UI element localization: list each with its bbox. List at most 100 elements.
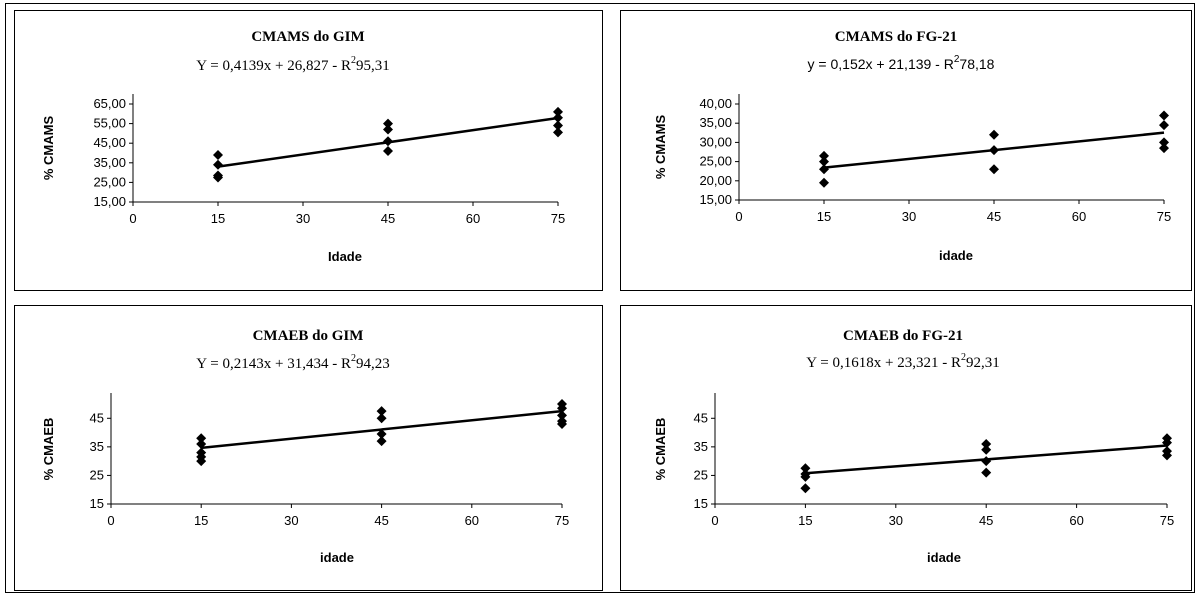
x-tick-label: 60 (466, 211, 480, 226)
x-tick-label: 0 (129, 211, 136, 226)
data-point (819, 164, 829, 175)
x-tick-label: 75 (1160, 513, 1174, 528)
x-tick-label: 0 (107, 513, 114, 528)
r-squared-value: 95,31 (356, 58, 390, 74)
y-tick-label: 25,00 (93, 174, 126, 189)
y-tick-label: 15 (694, 496, 708, 511)
data-point (376, 413, 387, 424)
y-tick-label: 15,00 (699, 192, 732, 207)
data-point (800, 483, 811, 494)
plot-area (738, 94, 1164, 201)
outer-frame (5, 3, 1195, 593)
data-point (553, 127, 563, 138)
x-tick-label: 45 (979, 513, 993, 528)
x-tick-label: 60 (1072, 209, 1086, 224)
data-points (800, 433, 1172, 494)
y-ticks: 15 25 35 45 (694, 410, 715, 511)
plot-area (110, 393, 562, 505)
data-point (800, 463, 811, 474)
y-ticks: 15,00 25,00 35,00 45,00 55,00 65,00 (93, 96, 133, 209)
y-tick-label: 15,00 (93, 194, 126, 209)
y-tick-label: 65,00 (93, 96, 126, 111)
data-point (1162, 450, 1172, 461)
data-point (383, 136, 393, 147)
x-ticks: 0 15 30 45 60 75 (107, 504, 569, 528)
y-tick-label: 25 (694, 467, 708, 482)
chart-panel-cmaeb-gim: CMAEB do GIM Y = 0,2143x + 31,434 - R294… (14, 305, 603, 591)
x-tick-label: 45 (381, 211, 395, 226)
chart-title: CMAEB do GIM (253, 328, 364, 344)
y-axis-label: % CMAMS (653, 115, 668, 180)
data-point (213, 159, 223, 170)
trend-equation: Y = 0,1618x + 23,321 - R292,31 (806, 352, 999, 371)
data-point (196, 433, 207, 444)
x-tick-label: 45 (374, 513, 388, 528)
y-tick-label: 15 (90, 496, 104, 511)
data-point (1159, 120, 1169, 131)
equation-text: Y = 0,1618x + 23,321 - R (806, 355, 961, 371)
data-point (383, 124, 393, 135)
x-ticks: 0 15 30 45 60 75 (711, 504, 1174, 528)
chart-title: CMAMS do GIM (251, 29, 364, 45)
plot-area (714, 393, 1167, 505)
r-squared-value: 94,23 (356, 356, 390, 372)
x-tick-label: 75 (1157, 209, 1171, 224)
x-tick-label: 60 (1069, 513, 1083, 528)
data-point (557, 410, 567, 421)
chart-cmams-gim: CMAMS do GIM Y = 0,4139x + 26,827 - R295… (41, 29, 565, 264)
data-point (376, 406, 387, 417)
y-axis-label: % CMAEB (653, 418, 668, 481)
data-point (819, 150, 829, 161)
equation-text: Y = 0,4139x + 26,827 - R (196, 58, 351, 74)
r-squared-superscript: 2 (351, 353, 356, 364)
x-tick-label: 15 (798, 513, 812, 528)
trend-equation: Y = 0,2143x + 31,434 - R294,23 (196, 353, 389, 372)
x-tick-label: 30 (284, 513, 298, 528)
y-ticks: 15 25 35 45 (90, 410, 111, 511)
chart-cmaeb-gim: CMAEB do GIM Y = 0,2143x + 31,434 - R294… (41, 328, 569, 565)
data-point (819, 156, 829, 167)
x-tick-label: 30 (296, 211, 310, 226)
data-point (1159, 137, 1169, 148)
data-points (213, 106, 563, 183)
equation-text: Y = 0,2143x + 31,434 - R (196, 356, 351, 372)
r-squared-value: 78,18 (959, 56, 994, 72)
data-point (981, 467, 992, 478)
x-tick-label: 75 (555, 513, 569, 528)
y-tick-label: 45 (694, 410, 708, 425)
y-tick-label: 35 (90, 439, 104, 454)
x-tick-label: 0 (735, 209, 742, 224)
y-tick-label: 30,00 (699, 134, 732, 149)
data-point (376, 436, 387, 447)
y-tick-label: 35 (694, 439, 708, 454)
chart-panel-cmams-gim: CMAMS do GIM Y = 0,4139x + 26,827 - R295… (14, 10, 603, 291)
data-point (989, 164, 999, 175)
x-axis-label: idade (320, 550, 354, 565)
y-tick-label: 25 (90, 467, 104, 482)
data-points (196, 399, 567, 467)
data-point (557, 403, 567, 414)
data-point (1159, 110, 1169, 121)
x-axis-label: idade (927, 550, 961, 565)
data-point (989, 145, 999, 156)
x-tick-label: 45 (987, 209, 1001, 224)
y-axis-label: % CMAEB (41, 418, 56, 481)
r-squared-superscript: 2 (961, 352, 966, 363)
x-tick-label: 15 (211, 211, 225, 226)
data-point (553, 120, 563, 131)
trend-equation: Y = 0,4139x + 26,827 - R295,31 (196, 55, 389, 74)
data-point (1159, 143, 1169, 154)
data-points (819, 110, 1169, 188)
x-tick-label: 30 (902, 209, 916, 224)
data-point (213, 172, 223, 183)
chart-panel-cmams-fg21: CMAMS do FG-21 y = 0,152x + 21,139 - R27… (620, 10, 1192, 291)
y-tick-label: 45,00 (93, 135, 126, 150)
x-tick-label: 0 (711, 513, 718, 528)
y-tick-label: 35,00 (93, 155, 126, 170)
x-axis-label: Idade (328, 249, 362, 264)
y-axis-label: % CMAMS (41, 116, 56, 181)
y-tick-label: 25,00 (699, 154, 732, 169)
data-point (981, 439, 992, 449)
plot-area (132, 94, 558, 203)
